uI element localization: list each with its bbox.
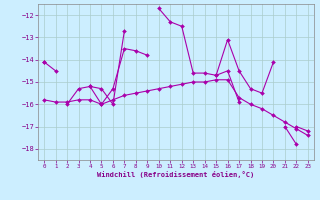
X-axis label: Windchill (Refroidissement éolien,°C): Windchill (Refroidissement éolien,°C) [97, 171, 255, 178]
